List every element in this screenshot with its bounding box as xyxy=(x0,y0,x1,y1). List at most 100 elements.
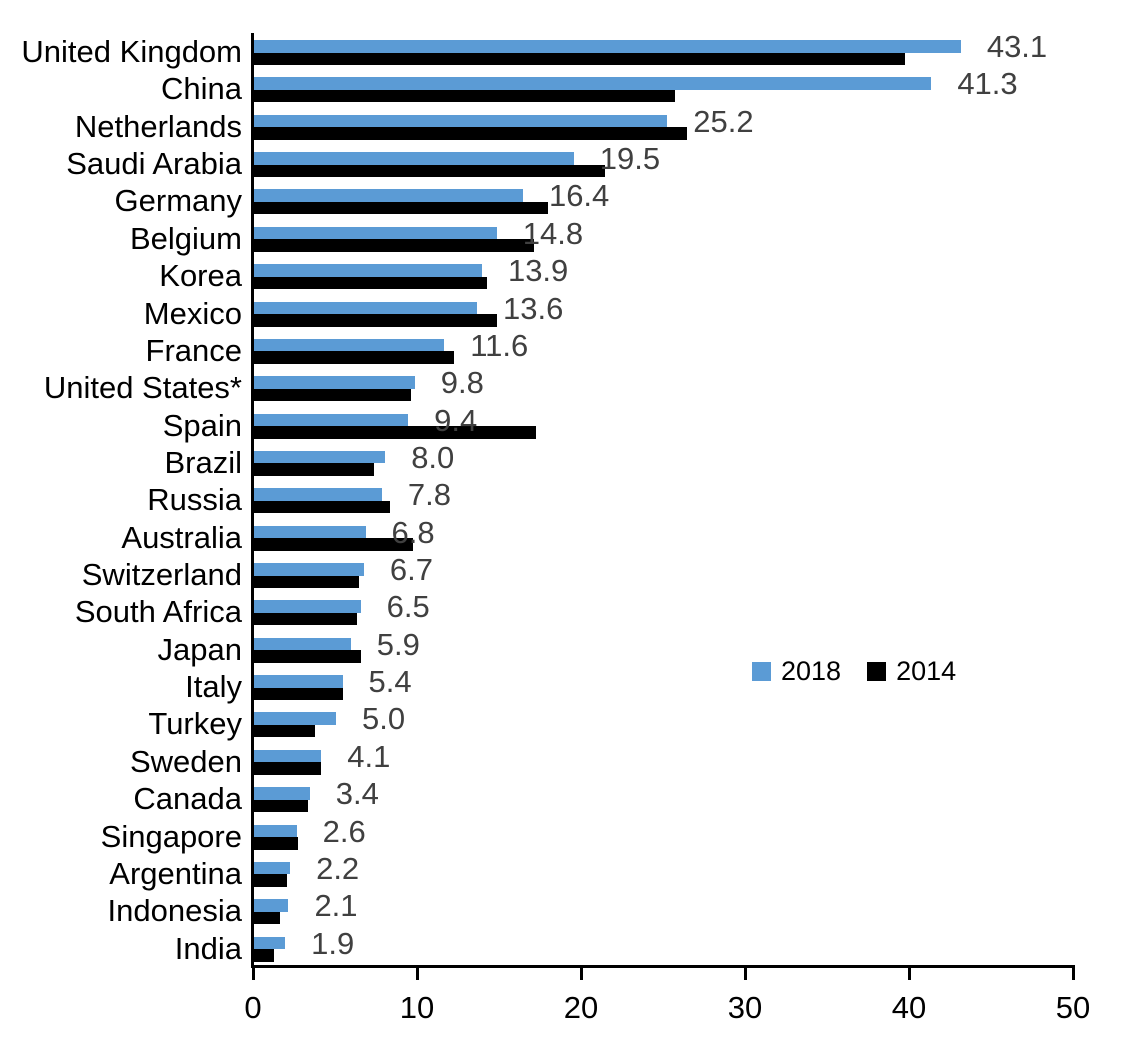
value-label-france: 11.6 xyxy=(470,327,529,363)
x-tick-label-20: 20 xyxy=(563,990,599,1025)
bar-2014-south-africa xyxy=(254,612,358,626)
x-tick-label-30: 30 xyxy=(727,990,763,1025)
value-label-netherlands: 25.2 xyxy=(693,103,754,139)
bar-2018-sweden xyxy=(254,749,322,763)
bar-2018-turkey xyxy=(254,712,336,725)
value-label-brazil: 8.0 xyxy=(411,439,455,475)
value-label-india: 1.9 xyxy=(311,925,355,961)
category-label-china: China xyxy=(161,71,242,107)
value-label-turkey: 5.0 xyxy=(362,701,406,737)
bar-2014-sweden xyxy=(254,762,322,775)
value-label-mexico: 13.6 xyxy=(503,290,564,326)
bar-2018-belgium xyxy=(254,226,497,240)
value-label-russia: 7.8 xyxy=(407,477,452,513)
bar-2014-united-kingdom xyxy=(254,52,906,65)
value-label-italy: 5.4 xyxy=(368,664,412,700)
bar-2018-france xyxy=(254,338,445,352)
x-tick-label-10: 10 xyxy=(399,990,435,1025)
bar-2014-united-states xyxy=(254,388,412,402)
y-axis-line xyxy=(251,33,254,968)
category-label-germany: Germany xyxy=(114,183,242,219)
bar-2014-germany xyxy=(254,201,548,215)
legend-label-2018: 2018 xyxy=(781,656,842,686)
bar-2018-switzerland xyxy=(254,563,364,576)
category-label-turkey: Turkey xyxy=(148,706,242,742)
value-label-korea: 13.9 xyxy=(507,253,569,289)
x-tick-label-0: 0 xyxy=(244,990,262,1025)
category-label-mexico: Mexico xyxy=(143,295,242,331)
x-tick-40 xyxy=(907,965,911,980)
bar-2018-indonesia xyxy=(254,899,289,912)
bar-2014-brazil xyxy=(254,463,374,476)
x-tick-label-50: 50 xyxy=(1055,990,1091,1025)
category-label-japan: Japan xyxy=(157,631,242,667)
bar-2018-brazil xyxy=(254,450,386,464)
bar-2014-spain xyxy=(254,426,537,439)
category-label-united-kingdom: United Kingdom xyxy=(21,34,242,69)
value-label-canada: 3.4 xyxy=(335,776,379,812)
category-label-netherlands: Netherlands xyxy=(74,108,242,144)
x-tick-50 xyxy=(1071,965,1075,980)
category-label-switzerland: Switzerland xyxy=(81,557,242,593)
bar-2014-italy xyxy=(254,687,343,701)
category-label-saudi-arabia: Saudi Arabia xyxy=(66,146,242,182)
category-label-india: India xyxy=(174,930,242,966)
legend: 2018 2014 xyxy=(752,656,956,687)
bar-2014-korea xyxy=(254,276,487,290)
bar-2018-china xyxy=(254,77,932,90)
value-label-indonesia: 2.1 xyxy=(314,888,358,924)
bar-2014-saudi-arabia xyxy=(254,164,605,178)
value-label-south-africa: 6.5 xyxy=(386,589,430,625)
bar-2014-indonesia xyxy=(254,911,281,925)
value-label-singapore: 2.6 xyxy=(322,813,366,849)
bar-2014-france xyxy=(254,351,455,364)
value-label-sweden: 4.1 xyxy=(347,738,391,774)
value-label-united-kingdom: 43.1 xyxy=(986,29,1048,64)
x-tick-20 xyxy=(579,965,583,980)
x-tick-label-40: 40 xyxy=(891,990,927,1025)
x-axis-line xyxy=(251,965,1075,968)
category-label-singapore: Singapore xyxy=(100,818,242,854)
value-label-japan: 5.9 xyxy=(376,626,420,662)
bar-2014-china xyxy=(254,89,676,103)
bar-2014-singapore xyxy=(254,837,299,850)
value-label-belgium: 14.8 xyxy=(522,215,584,251)
value-label-germany: 16.4 xyxy=(548,178,610,214)
bar-2018-united-kingdom xyxy=(254,40,961,53)
value-label-saudi-arabia: 19.5 xyxy=(599,141,661,177)
bar-2014-belgium xyxy=(254,239,535,252)
bar-2018-italy xyxy=(254,675,343,688)
legend-swatch-2018 xyxy=(752,662,771,681)
category-label-brazil: Brazil xyxy=(164,444,242,480)
value-label-spain: 9.4 xyxy=(434,402,478,438)
bar-2018-netherlands xyxy=(254,114,668,128)
bar-2018-united-states xyxy=(254,376,415,389)
bar-2014-japan xyxy=(254,650,361,663)
value-label-united-states: 9.8 xyxy=(440,365,484,401)
bar-2014-russia xyxy=(254,500,391,514)
category-label-france: France xyxy=(145,332,242,368)
category-label-russia: Russia xyxy=(147,482,242,518)
bar-2018-germany xyxy=(254,189,523,202)
category-label-united-states: United States* xyxy=(43,370,242,406)
bar-2014-australia xyxy=(254,538,414,551)
bar-2014-netherlands xyxy=(254,127,687,140)
bar-2018-australia xyxy=(254,525,366,539)
value-label-switzerland: 6.7 xyxy=(389,552,433,588)
category-label-indonesia: Indonesia xyxy=(107,893,242,929)
category-label-italy: Italy xyxy=(185,669,242,705)
bar-2018-japan xyxy=(254,637,351,651)
x-tick-0 xyxy=(251,965,255,980)
bar-2018-saudi-arabia xyxy=(254,152,574,165)
bar-2018-canada xyxy=(254,787,310,800)
category-label-korea: Korea xyxy=(159,258,242,294)
bar-2014-mexico xyxy=(254,314,497,327)
category-label-argentina: Argentina xyxy=(109,855,242,891)
legend-swatch-2014 xyxy=(867,662,887,681)
bar-2018-russia xyxy=(254,488,382,501)
value-label-argentina: 2.2 xyxy=(316,850,360,886)
category-label-australia: Australia xyxy=(121,519,242,555)
value-label-australia: 6.8 xyxy=(391,514,435,550)
bar-2018-spain xyxy=(254,413,409,427)
